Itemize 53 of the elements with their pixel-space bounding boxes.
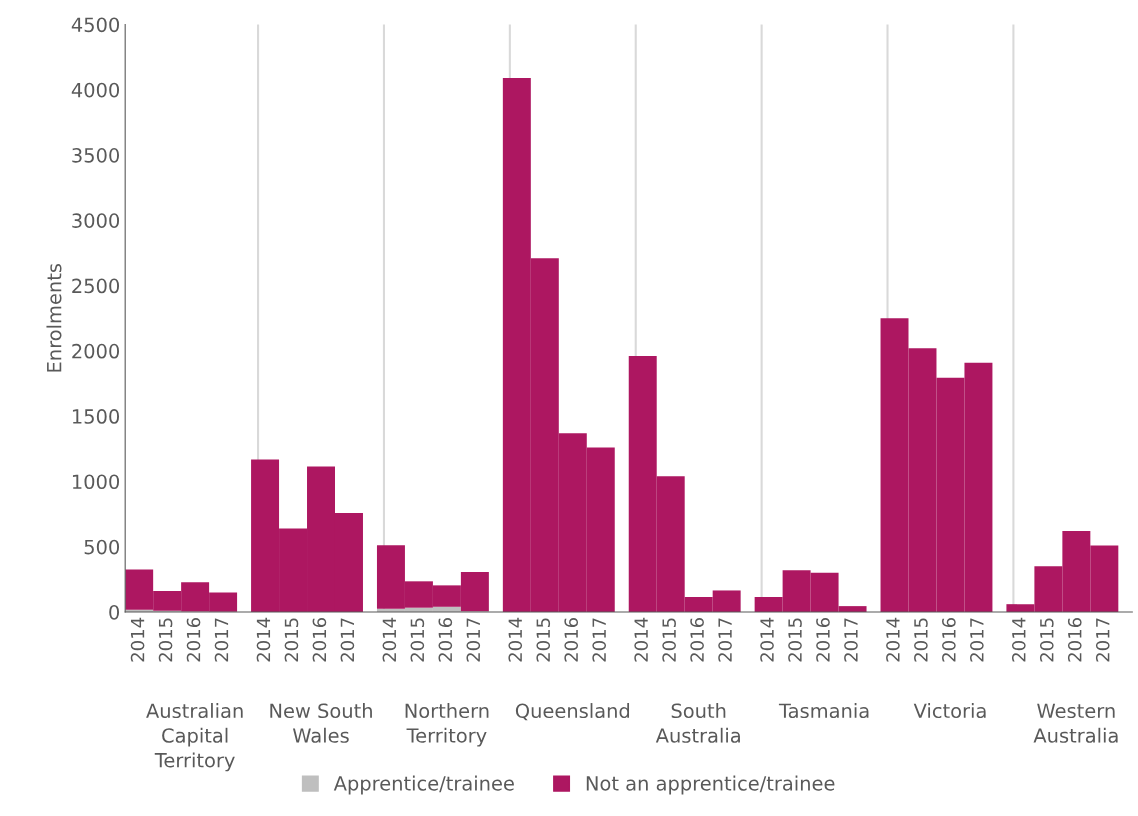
y-tick-label: 2500 [72,278,120,294]
legend-label: Not an apprentice/trainee [586,775,835,795]
x-tick-label: 2014 [634,617,648,662]
y-axis-title: Enrolments [46,263,62,372]
y-tick-label: 4000 [71,82,120,98]
text: South Australia [655,703,740,743]
x-tick-label: 2017 [844,618,858,662]
x-tick-label: 2015 [284,618,299,662]
y-tick-label: 500 [84,539,120,555]
x-tick-label: 2016 [438,618,453,662]
y-tick-label: 1000 [72,474,120,490]
x-tick-label: 2017 [1095,618,1110,662]
text: Australian Capital Territory [146,703,243,772]
x-tick-label: 2016 [312,618,327,662]
x-tick-label: 2015 [158,618,173,662]
y-tick-label: 4500 [71,17,120,33]
text: Queensland [515,703,630,721]
text: New South Wales [270,703,372,743]
x-tick-label: 2014 [508,617,523,662]
x-tick-label: 2015 [662,618,676,662]
legend-label: Apprentice/trainee [333,775,514,795]
x-tick-label: 2016 [186,618,201,662]
x-tick-label: 2017 [592,618,607,662]
x-tick-label: 2016 [942,618,956,662]
text: Western Australia [1033,703,1118,743]
x-tick-label: 2015 [410,618,425,662]
x-tick-label: 2016 [816,618,830,662]
x-tick-label: 2016 [1067,618,1082,662]
x-tick-label: 2014 [1011,617,1026,662]
x-tick-label: 2015 [1039,618,1054,662]
x-tick-label: 2016 [564,618,579,662]
x-tick-label: 2015 [788,618,802,662]
text: Tasmania [778,703,869,719]
y-tick-label: 0 [109,604,120,620]
x-tick-label: 2017 [718,618,732,662]
y-tick-label: 1500 [72,409,120,424]
x-tick-label: 2015 [536,618,551,662]
x-tick-label: 2017 [466,618,481,662]
text: Victoria [913,703,986,719]
x-tick-label: 2014 [886,617,900,662]
x-tick-label: 2015 [914,618,928,662]
y-tick-label: 3500 [72,148,120,163]
x-tick-label: 2014 [130,617,145,662]
x-tick-label: 2017 [214,618,229,662]
x-tick-label: 2014 [382,617,397,662]
x-tick-label: 2017 [970,618,984,662]
x-tick-label: 2014 [760,617,774,662]
text: Northern Territory [405,703,489,747]
y-tick-label: 2000 [72,343,120,359]
y-tick-label: 3000 [72,213,120,228]
x-tick-label: 2014 [256,617,271,662]
x-tick-label: 2016 [690,618,704,662]
x-tick-label: 2017 [340,618,355,662]
